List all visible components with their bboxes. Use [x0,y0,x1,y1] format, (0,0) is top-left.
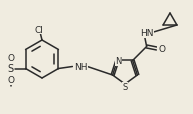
Text: O: O [158,45,165,53]
Text: S: S [122,83,128,92]
Text: HN: HN [140,29,153,38]
Text: Cl: Cl [35,25,43,34]
Text: N: N [115,57,122,65]
Text: NH: NH [74,62,87,71]
Text: S: S [8,64,14,74]
Text: O: O [7,54,14,62]
Text: O: O [7,75,14,84]
